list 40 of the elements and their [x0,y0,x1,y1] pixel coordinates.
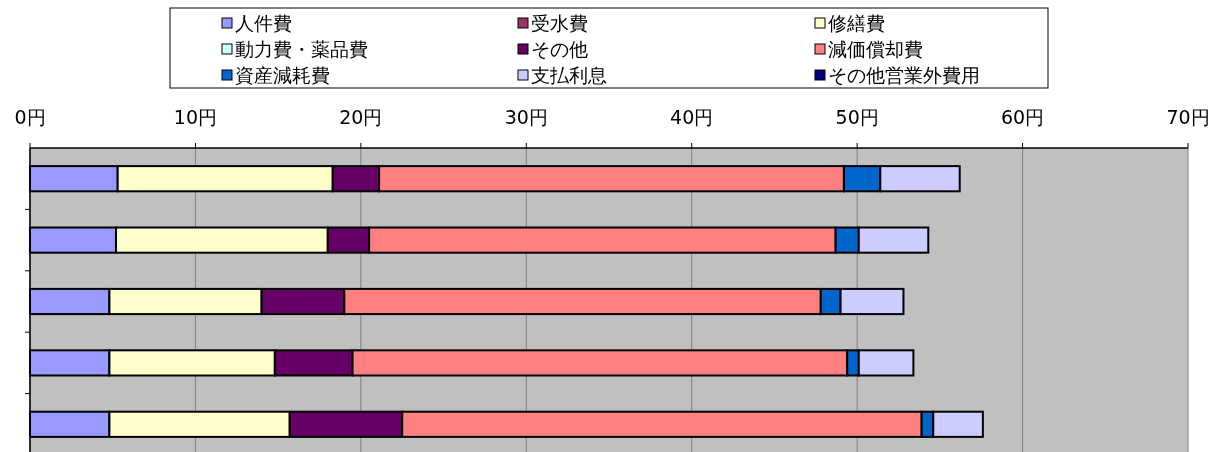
bar [834,226,860,254]
bar [326,226,371,254]
bar [260,287,346,316]
x-tick-label: 60円 [1000,106,1045,128]
bar [857,226,930,254]
bar [288,410,404,438]
x-tick-label: 70円 [1166,106,1210,128]
x-tick-label: 40円 [670,106,714,128]
x-tick-label: 30円 [504,106,548,128]
legend-label: 受水費 [531,12,588,34]
x-tick-label: 20円 [339,106,383,128]
legend-label: 減価償却費 [828,38,923,60]
bar [108,410,291,438]
bar [108,287,263,316]
bar [842,165,882,193]
bar [819,287,842,316]
legend-label: 人件費 [235,12,292,34]
bar [116,165,334,193]
bar [108,349,276,377]
bar [331,165,381,193]
bar [351,349,849,377]
bar [378,165,845,193]
legend-label: その他営業外費用 [828,64,980,86]
bar [343,287,822,316]
legend-label: 支払利息 [531,64,607,86]
bar [115,226,329,254]
bar [401,410,923,438]
x-tick-label: 10円 [173,106,218,128]
legend-label: その他 [531,38,588,60]
bar [857,349,915,377]
legend-label: 修繕費 [828,12,885,34]
bar [932,410,984,438]
x-tick-label: 50円 [835,106,879,128]
bar [368,226,837,254]
bar [879,165,961,193]
bar [839,287,905,316]
bar [273,349,354,377]
legend-label: 動力費・薬品費 [235,38,368,60]
legend-label: 資産減耗費 [235,64,330,86]
x-tick-label: 0円 [14,106,46,128]
